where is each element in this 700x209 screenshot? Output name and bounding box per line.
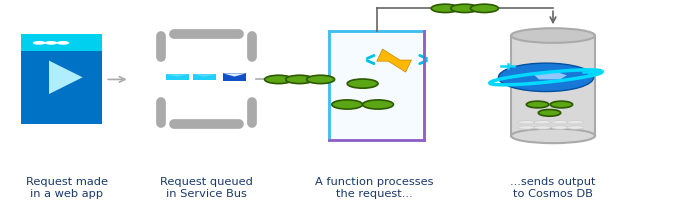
- FancyBboxPatch shape: [193, 74, 216, 80]
- Circle shape: [431, 4, 459, 13]
- Ellipse shape: [534, 121, 551, 124]
- Ellipse shape: [511, 129, 595, 143]
- Circle shape: [347, 79, 378, 88]
- Ellipse shape: [552, 121, 568, 124]
- Circle shape: [265, 75, 293, 84]
- Text: ...sends output
to Cosmos DB: ...sends output to Cosmos DB: [510, 177, 596, 199]
- Circle shape: [470, 4, 498, 13]
- Ellipse shape: [567, 121, 584, 124]
- FancyBboxPatch shape: [165, 74, 188, 80]
- Circle shape: [57, 41, 69, 45]
- Ellipse shape: [511, 28, 595, 43]
- Polygon shape: [165, 74, 189, 77]
- Ellipse shape: [567, 126, 584, 129]
- Ellipse shape: [534, 126, 551, 129]
- Circle shape: [286, 75, 314, 84]
- Circle shape: [538, 110, 561, 116]
- Circle shape: [363, 100, 393, 109]
- Ellipse shape: [518, 126, 535, 129]
- Polygon shape: [193, 74, 216, 77]
- Text: Request made
in a web app: Request made in a web app: [25, 177, 108, 199]
- FancyBboxPatch shape: [21, 34, 102, 124]
- Circle shape: [498, 63, 594, 92]
- FancyBboxPatch shape: [223, 73, 246, 81]
- Text: Request queued
in Service Bus: Request queued in Service Bus: [160, 177, 253, 199]
- Circle shape: [33, 41, 46, 45]
- Circle shape: [550, 101, 573, 108]
- Circle shape: [526, 101, 549, 108]
- Polygon shape: [532, 71, 567, 79]
- FancyBboxPatch shape: [21, 34, 102, 51]
- Ellipse shape: [552, 126, 568, 129]
- Circle shape: [45, 41, 57, 45]
- Circle shape: [332, 100, 363, 109]
- Polygon shape: [49, 61, 83, 94]
- Polygon shape: [377, 49, 412, 72]
- Text: A function processes
the request...: A function processes the request...: [315, 177, 434, 199]
- Ellipse shape: [518, 121, 535, 124]
- Circle shape: [307, 75, 335, 84]
- FancyBboxPatch shape: [330, 31, 424, 140]
- Circle shape: [451, 4, 479, 13]
- Polygon shape: [223, 73, 246, 76]
- FancyBboxPatch shape: [511, 36, 595, 136]
